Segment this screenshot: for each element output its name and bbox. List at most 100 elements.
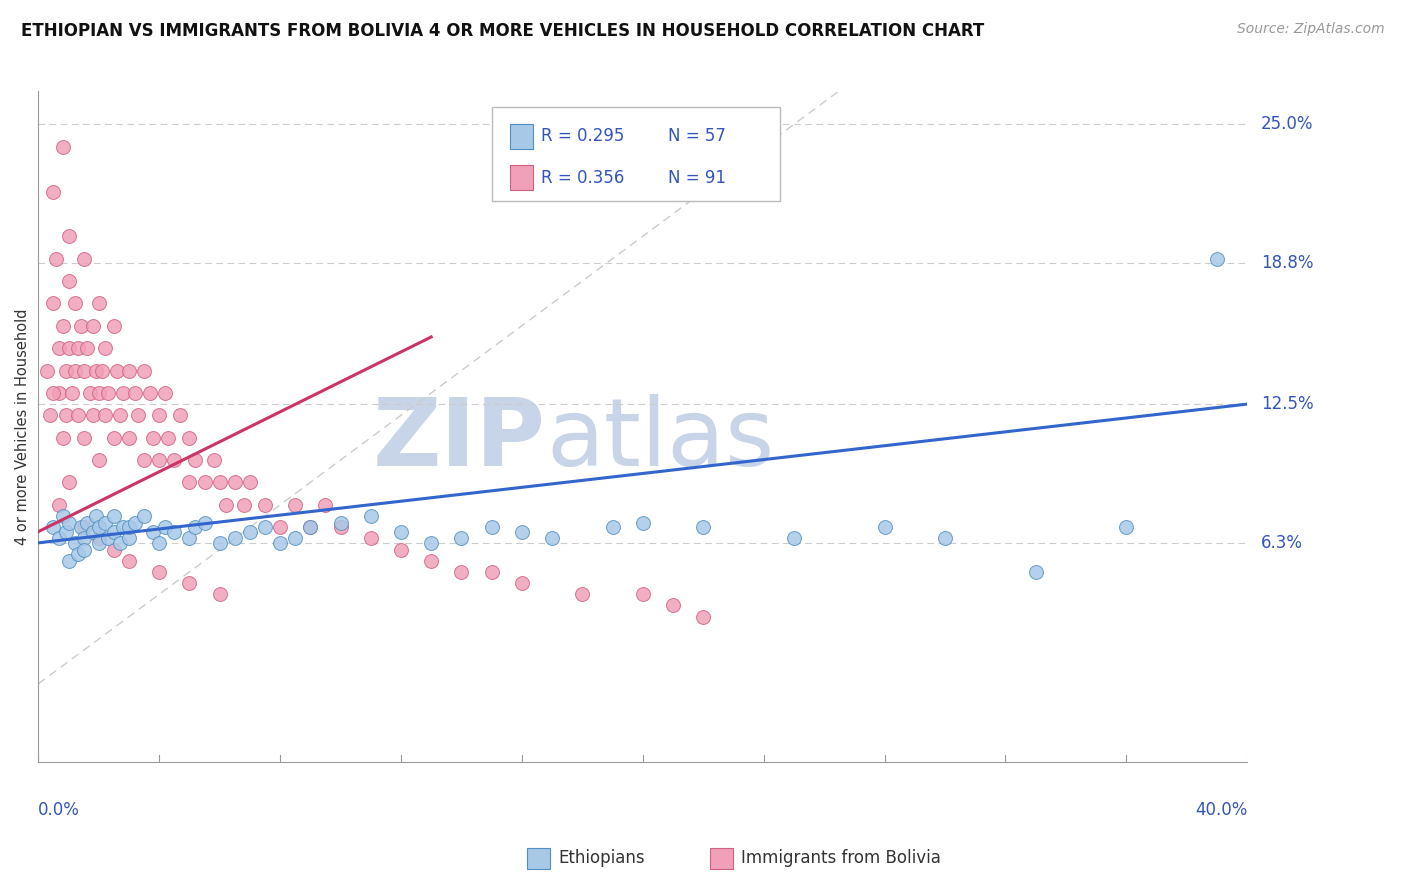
Point	[481, 520, 503, 534]
Point	[148, 565, 170, 579]
Point	[239, 475, 262, 490]
Point	[169, 409, 191, 423]
Point	[571, 587, 593, 601]
Point	[329, 516, 352, 530]
Point	[148, 453, 170, 467]
Point	[87, 536, 110, 550]
Point	[163, 453, 186, 467]
Point	[103, 524, 125, 539]
Point	[79, 385, 101, 400]
Point	[87, 296, 110, 310]
Point	[360, 532, 382, 546]
Point	[42, 185, 65, 199]
Point	[934, 532, 956, 546]
Point	[103, 431, 125, 445]
Point	[63, 363, 86, 377]
Point	[253, 520, 276, 534]
Point	[389, 524, 412, 539]
Point	[97, 532, 120, 546]
Point	[55, 363, 77, 377]
Point	[51, 431, 73, 445]
Point	[208, 536, 231, 550]
Point	[103, 508, 125, 523]
Point	[45, 252, 67, 266]
Text: Source: ZipAtlas.com: Source: ZipAtlas.com	[1237, 22, 1385, 37]
Point	[73, 520, 96, 534]
Point	[76, 516, 98, 530]
Point	[215, 498, 238, 512]
Text: atlas: atlas	[546, 394, 775, 486]
Point	[299, 520, 322, 534]
Point	[108, 536, 131, 550]
Point	[118, 532, 141, 546]
Point	[58, 341, 80, 355]
Point	[58, 554, 80, 568]
Point	[87, 532, 110, 546]
Text: R = 0.356: R = 0.356	[541, 169, 624, 186]
Text: N = 57: N = 57	[668, 128, 725, 145]
Point	[329, 520, 352, 534]
Point	[73, 363, 96, 377]
Point	[184, 453, 207, 467]
Text: 12.5%: 12.5%	[1261, 395, 1313, 413]
Point	[118, 520, 141, 534]
Y-axis label: 4 or more Vehicles in Household: 4 or more Vehicles in Household	[15, 309, 30, 545]
Point	[420, 554, 443, 568]
Point	[148, 409, 170, 423]
Point	[253, 498, 276, 512]
Point	[269, 520, 291, 534]
Point	[224, 475, 246, 490]
Point	[157, 431, 180, 445]
Point	[1115, 520, 1137, 534]
Point	[450, 565, 472, 579]
Point	[193, 516, 215, 530]
Point	[269, 536, 291, 550]
Point	[239, 524, 262, 539]
Point	[73, 252, 96, 266]
Text: Immigrants from Bolivia: Immigrants from Bolivia	[741, 849, 941, 867]
Point	[155, 385, 177, 400]
Point	[127, 409, 149, 423]
Point	[87, 520, 110, 534]
Point	[69, 520, 91, 534]
Point	[58, 229, 80, 244]
Point	[111, 520, 134, 534]
Point	[103, 542, 125, 557]
Point	[314, 498, 336, 512]
Point	[103, 318, 125, 333]
Point	[139, 385, 162, 400]
Point	[132, 508, 155, 523]
Point	[142, 431, 165, 445]
Point	[541, 532, 564, 546]
Point	[510, 576, 533, 591]
Point	[48, 341, 70, 355]
Point	[84, 363, 107, 377]
Point	[58, 516, 80, 530]
Point	[66, 409, 89, 423]
Point	[299, 520, 322, 534]
Point	[94, 409, 117, 423]
Text: R = 0.295: R = 0.295	[541, 128, 624, 145]
Point	[510, 524, 533, 539]
Point	[208, 587, 231, 601]
Point	[69, 318, 91, 333]
Text: N = 91: N = 91	[668, 169, 725, 186]
Point	[450, 532, 472, 546]
Point	[55, 409, 77, 423]
Point	[783, 532, 806, 546]
Point	[42, 296, 65, 310]
Point	[389, 542, 412, 557]
Point	[284, 498, 307, 512]
Point	[692, 609, 714, 624]
Point	[84, 508, 107, 523]
Point	[87, 453, 110, 467]
Point	[232, 498, 254, 512]
Point	[420, 536, 443, 550]
Point	[82, 318, 104, 333]
Text: ZIP: ZIP	[373, 394, 546, 486]
Point	[51, 140, 73, 154]
Point	[202, 453, 225, 467]
Point	[360, 508, 382, 523]
Point	[662, 599, 685, 613]
Point	[48, 385, 70, 400]
